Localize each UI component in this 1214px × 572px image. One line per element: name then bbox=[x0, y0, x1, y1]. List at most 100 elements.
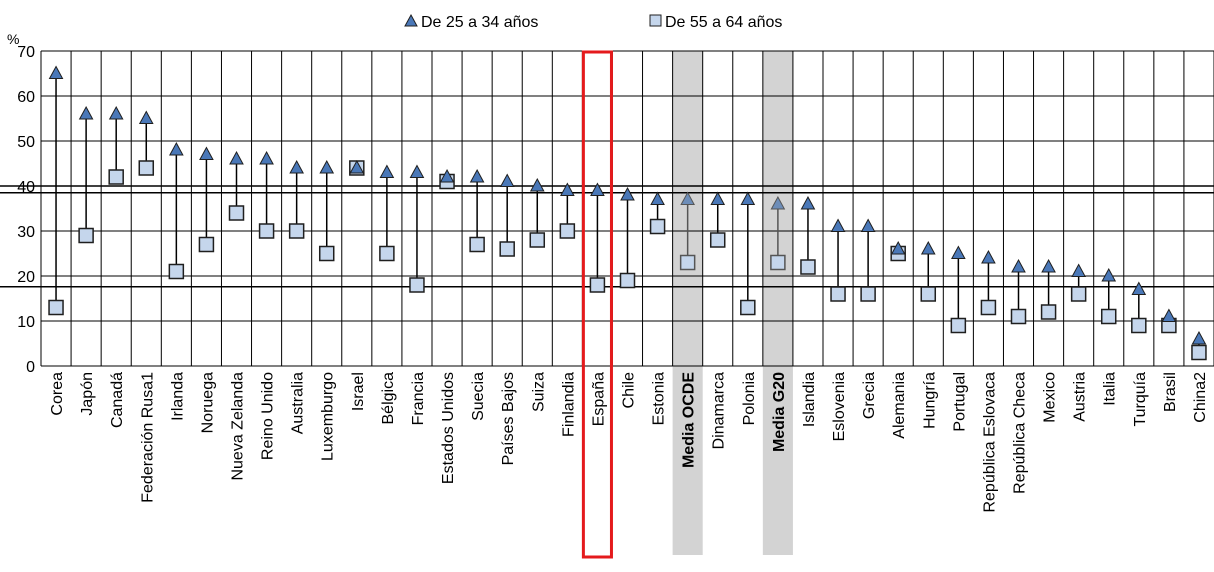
triangle-marker-australia bbox=[289, 159, 304, 174]
category-label-islandia: Islandia bbox=[801, 372, 818, 427]
category-label-china2: China2 bbox=[1192, 372, 1209, 423]
category-label-espana: España bbox=[590, 372, 607, 426]
category-label-grecia: Grecia bbox=[861, 372, 878, 419]
triangle-marker-grecia bbox=[860, 218, 876, 232]
y-tick-label-20: 20 bbox=[17, 269, 35, 286]
square-marker-canada bbox=[108, 169, 124, 185]
square-marker-portugal bbox=[950, 317, 967, 334]
triangle-marker-media-g20 bbox=[770, 195, 786, 210]
square-marker-islandia bbox=[800, 259, 816, 275]
legend: De 25 a 34 años De 55 a 64 años bbox=[404, 13, 782, 31]
square-marker-suecia bbox=[469, 236, 485, 253]
category-label-dinamarca: Dinamarca bbox=[711, 372, 728, 449]
category-label-turquia: Turquía bbox=[1132, 372, 1149, 427]
category-label-italia: Italia bbox=[1102, 372, 1119, 406]
square-marker-belgica bbox=[379, 245, 395, 262]
triangle-marker-china2 bbox=[1191, 330, 1207, 345]
category-label-francia: Francia bbox=[410, 372, 427, 425]
triangle-marker-italia bbox=[1101, 267, 1117, 282]
triangle-marker-paises-bajos bbox=[499, 173, 515, 187]
category-label-corea: Corea bbox=[49, 372, 66, 416]
category-label-media-ocde: Media OCDE bbox=[681, 372, 698, 468]
triangle-marker-luxemburgo bbox=[319, 159, 335, 174]
triangle-marker-media-ocde bbox=[680, 191, 695, 205]
category-label-canada: Canadá bbox=[109, 372, 126, 428]
square-marker-federacion-rusa1 bbox=[138, 160, 155, 176]
category-label-media-g20: Media G20 bbox=[771, 372, 788, 452]
triangle-marker-belgica bbox=[379, 164, 395, 178]
square-marker-media-ocde bbox=[679, 254, 696, 271]
triangle-marker-republica-checa bbox=[1011, 258, 1026, 273]
y-tick-label-40: 40 bbox=[17, 179, 35, 196]
triangle-marker-reino-unido bbox=[259, 150, 274, 165]
legend-square-marker bbox=[649, 14, 662, 27]
square-marker-dinamarca bbox=[709, 232, 726, 248]
legend-label-series-1: De 25 a 34 años bbox=[421, 14, 538, 31]
square-marker-mexico bbox=[1040, 304, 1057, 320]
square-marker-republica-eslovaca bbox=[980, 299, 997, 316]
square-marker-espana bbox=[589, 277, 606, 293]
triangle-marker-nueva-zelanda bbox=[229, 150, 244, 165]
triangle-marker-mexico bbox=[1041, 258, 1056, 273]
square-marker-australia bbox=[288, 223, 305, 239]
category-label-estados-unidos: Estados Unidos bbox=[440, 372, 457, 484]
category-label-brasil: Brasil bbox=[1162, 372, 1179, 412]
triangle-marker-francia bbox=[409, 164, 425, 178]
square-marker-suiza bbox=[529, 232, 546, 248]
triangle-marker-espana bbox=[590, 182, 605, 196]
triangle-marker-eslovenia bbox=[830, 218, 846, 232]
square-marker-chile bbox=[619, 272, 636, 289]
triangle-marker-irlanda bbox=[169, 141, 184, 156]
y-tick-label-30: 30 bbox=[17, 224, 35, 241]
triangle-marker-estonia bbox=[650, 191, 665, 205]
square-marker-noruega bbox=[198, 236, 215, 253]
triangle-marker-alemania bbox=[890, 240, 906, 255]
category-label-irlanda: Irlanda bbox=[169, 372, 186, 421]
triangle-marker-hungria bbox=[920, 240, 936, 255]
category-label-republica-checa: República Checa bbox=[1012, 372, 1029, 494]
square-marker-luxemburgo bbox=[318, 245, 335, 262]
square-marker-irlanda bbox=[168, 263, 185, 280]
y-axis-unit: % bbox=[7, 31, 19, 47]
square-marker-china2 bbox=[1191, 344, 1207, 361]
legend-label-series-2: De 55 a 64 años bbox=[665, 14, 782, 31]
y-tick-label-10: 10 bbox=[17, 314, 35, 331]
category-label-suecia: Suecia bbox=[470, 372, 487, 421]
category-label-nueva-zelanda: Nueva Zelanda bbox=[230, 372, 247, 481]
category-label-hungria: Hungría bbox=[921, 372, 938, 429]
triangle-marker-chile bbox=[620, 186, 635, 201]
triangle-marker-federacion-rusa1 bbox=[138, 110, 154, 124]
shade-media-g20 bbox=[762, 51, 793, 555]
square-marker-media-g20 bbox=[770, 254, 786, 271]
category-label-australia: Australia bbox=[290, 372, 307, 434]
square-marker-paises-bajos bbox=[499, 241, 515, 257]
square-marker-republica-checa bbox=[1010, 308, 1027, 325]
square-marker-japon bbox=[78, 227, 94, 244]
square-marker-nueva-zelanda bbox=[228, 205, 245, 221]
category-label-suiza: Suiza bbox=[530, 372, 547, 412]
y-tick-label-50: 50 bbox=[17, 134, 35, 151]
triangle-marker-islandia bbox=[800, 195, 816, 210]
triangle-marker-republica-eslovaca bbox=[981, 249, 996, 264]
category-label-paises-bajos: Países Bajos bbox=[500, 372, 517, 465]
square-marker-italia bbox=[1100, 308, 1117, 325]
triangle-marker-canada bbox=[108, 105, 124, 120]
legend-triangle-marker bbox=[404, 13, 418, 27]
square-marker-eslovenia bbox=[830, 286, 846, 302]
category-label-belgica: Bélgica bbox=[380, 372, 397, 425]
square-marker-austria bbox=[1070, 286, 1087, 302]
square-marker-turquia bbox=[1131, 317, 1147, 334]
category-label-finlandia: Finlandia bbox=[560, 372, 577, 437]
category-label-republica-eslovaca: República Eslovaca bbox=[981, 372, 998, 513]
triangle-marker-suiza bbox=[529, 177, 545, 192]
triangle-marker-corea bbox=[48, 65, 64, 79]
triangle-marker-estados-unidos bbox=[439, 168, 455, 183]
category-label-noruega: Noruega bbox=[199, 372, 216, 433]
triangle-marker-polonia bbox=[740, 191, 756, 205]
square-marker-polonia bbox=[740, 299, 756, 316]
category-label-polonia: Polonia bbox=[741, 372, 758, 425]
y-tick-label-60: 60 bbox=[17, 89, 35, 106]
square-marker-grecia bbox=[860, 286, 876, 302]
